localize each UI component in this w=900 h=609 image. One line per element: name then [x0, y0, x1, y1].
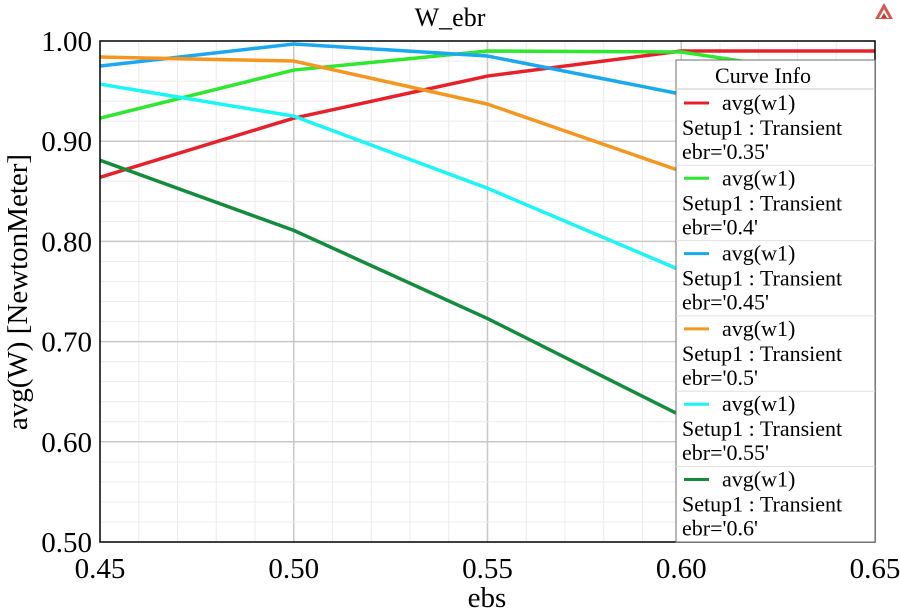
legend-setup: Setup1 : Transient — [682, 416, 842, 441]
legend-param: ebr='0.55' — [682, 440, 769, 465]
legend[interactable]: Curve Info avg(w1)Setup1 : Transientebr=… — [675, 59, 876, 543]
x-tick-label: 0.50 — [268, 553, 319, 585]
legend-param: ebr='0.5' — [682, 365, 758, 390]
chart-title: W_ebr — [415, 3, 486, 32]
legend-series-name: avg(w1) — [722, 467, 795, 492]
legend-param: ebr='0.45' — [682, 290, 769, 315]
legend-series-name: avg(w1) — [722, 316, 795, 341]
y-tick-label: 0.50 — [41, 527, 92, 559]
y-tick-label: 0.60 — [41, 427, 92, 459]
legend-param: ebr='0.6' — [682, 516, 758, 541]
y-axis-label: avg(W) [NewtonMeter] — [2, 154, 34, 430]
series-line-1 — [100, 49, 875, 179]
legend-series-name: avg(w1) — [722, 165, 795, 190]
y-tick-label: 0.80 — [41, 226, 92, 258]
app-logo-icon — [875, 3, 893, 19]
x-tick-label: 0.45 — [75, 553, 126, 585]
y-tick-label: 1.00 — [41, 26, 92, 58]
y-tick-label: 0.70 — [41, 327, 92, 359]
legend-setup: Setup1 : Transient — [682, 190, 842, 215]
x-tick-label: 0.65 — [850, 553, 900, 585]
legend-setup: Setup1 : Transient — [682, 492, 842, 517]
legend-setup: Setup1 : Transient — [682, 115, 842, 140]
legend-series-name: avg(w1) — [722, 90, 795, 115]
tick-labels: 0.45 0.50 0.55 0.60 0.651.000.900.800.700.60… — [41, 26, 900, 585]
y-tick-label: 0.90 — [41, 126, 92, 158]
x-axis-label: ebs — [468, 582, 507, 609]
x-tick-label: 0.55 — [462, 553, 513, 585]
legend-series-name: avg(w1) — [722, 391, 795, 416]
legend-series-name: avg(w1) — [722, 241, 795, 266]
legend-param: ebr='0.35' — [682, 139, 769, 164]
legend-param: ebr='0.4' — [682, 214, 758, 239]
legend-title: Curve Info — [715, 63, 811, 88]
x-tick-label: 0.60 — [656, 553, 707, 585]
legend-setup: Setup1 : Transient — [682, 341, 842, 366]
legend-box — [675, 59, 876, 543]
legend-setup: Setup1 : Transient — [682, 266, 842, 291]
